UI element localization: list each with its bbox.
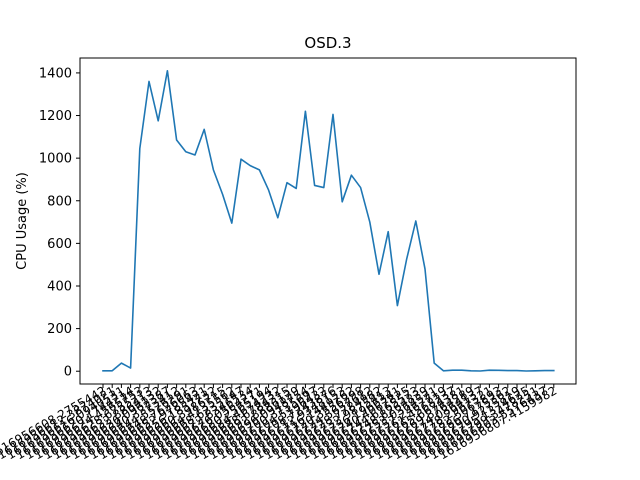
data-point [295, 188, 297, 190]
x-axis: 1616956608.27554421616956612.38740211616… [0, 383, 559, 462]
data-point [516, 370, 518, 372]
y-axis-title: CPU Usage (%) [15, 172, 30, 270]
data-point [397, 305, 399, 307]
y-tick-label: 200 [47, 322, 72, 337]
data-point [369, 221, 371, 223]
data-point [203, 129, 205, 131]
data-point [443, 370, 445, 372]
data-point [240, 158, 242, 160]
data-point [424, 268, 426, 270]
plot-area [79, 57, 577, 385]
y-tick-label: 1000 [39, 152, 72, 167]
data-point [139, 148, 141, 150]
y-axis: 0 200 400 600 800 1000 1200 1400 [39, 66, 80, 380]
data-point [111, 370, 113, 372]
data-point [148, 81, 150, 83]
y-tick-label: 600 [47, 237, 72, 252]
y-tick-label: 800 [47, 194, 72, 209]
data-point [470, 370, 472, 372]
data-point [130, 367, 132, 369]
data-point [360, 187, 362, 189]
data-point [305, 110, 307, 112]
data-point [406, 259, 408, 261]
data-point [286, 182, 288, 184]
data-point [553, 370, 555, 372]
series-line [102, 69, 555, 372]
data-point [544, 370, 546, 372]
y-tick-label: 1200 [39, 109, 72, 124]
data-point [415, 220, 417, 222]
chart-title: OSD.3 [304, 34, 351, 52]
data-point [277, 217, 279, 219]
data-point [176, 139, 178, 141]
data-point [102, 370, 104, 372]
data-point [194, 154, 196, 156]
data-point [452, 369, 454, 371]
data-point [387, 231, 389, 233]
data-point [222, 194, 224, 196]
y-tick-label: 1400 [39, 66, 72, 81]
series-layer [102, 69, 555, 372]
data-point [525, 370, 527, 372]
data-point [268, 189, 270, 191]
data-point [341, 201, 343, 203]
data-point [231, 222, 233, 224]
data-point [433, 362, 435, 364]
data-point [249, 165, 251, 167]
data-point [157, 120, 159, 122]
data-point [323, 187, 325, 189]
data-point [167, 70, 169, 72]
data-point [314, 185, 316, 187]
y-tick-label: 0 [64, 365, 72, 380]
data-point [259, 169, 261, 171]
data-point [351, 174, 353, 176]
data-point [507, 370, 509, 372]
data-point [332, 114, 334, 116]
data-point [213, 169, 215, 171]
data-point [535, 370, 537, 372]
plot-frame [79, 57, 577, 385]
data-point [121, 362, 123, 364]
data-point [461, 369, 463, 371]
data-point [498, 370, 500, 372]
y-tick-label: 400 [47, 279, 72, 294]
data-point [479, 370, 481, 372]
data-point [489, 369, 491, 371]
data-point [378, 273, 380, 275]
data-point [185, 151, 187, 153]
